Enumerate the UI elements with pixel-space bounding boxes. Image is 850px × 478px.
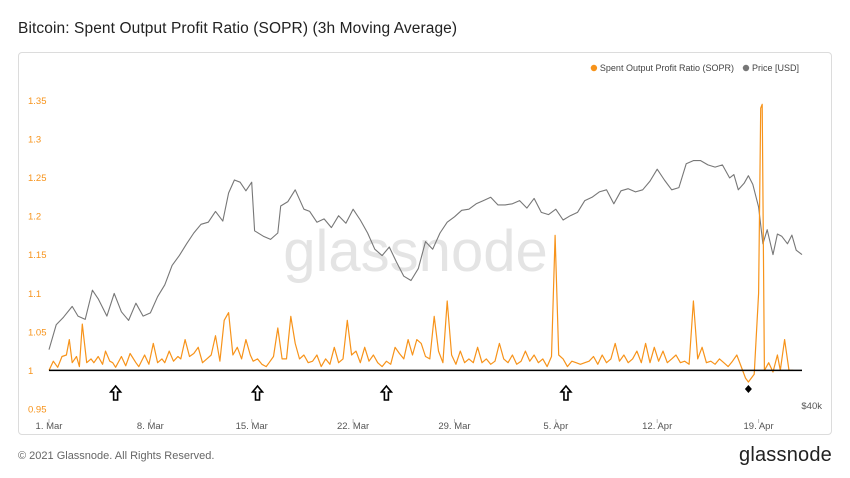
y-tick-label-left: 1.1 (28, 289, 41, 300)
y-tick-label-left: 1.2 (28, 212, 41, 223)
y-tick-label-left: 1.3 (28, 135, 41, 146)
x-tick-label: 5. Apr (543, 421, 568, 432)
copyright-text: © 2021 Glassnode. All Rights Reserved. (18, 450, 215, 462)
x-tick-label: 29. Mar (438, 421, 470, 432)
legend-label: Price [USD] (752, 63, 799, 73)
y-tick-label-left: 1.25 (28, 173, 47, 184)
annotation-arrow-up-icon (379, 384, 394, 401)
y-tick-label-left: 1 (28, 366, 33, 377)
y-tick-label-left: 1.15 (28, 250, 47, 261)
x-tick-label: 15. Mar (236, 421, 268, 432)
y-tick-label-left: 0.95 (28, 405, 47, 416)
sopr-series-line (48, 103, 794, 383)
y-tick-label-right: $40k (801, 401, 822, 412)
legend-marker (590, 64, 598, 72)
watermark: glassnode (283, 219, 547, 284)
chart-panel: glassnode 0.95 1 1.05 1.1 1.15 1.2 1.25 1.3 1.35 $… (18, 52, 832, 435)
annotation-arrow-up-icon (250, 384, 265, 401)
x-tick-label: 19. Apr (744, 421, 774, 432)
y-tick-label-left: 1.05 (28, 327, 47, 338)
x-tick-label: 22. Mar (337, 421, 369, 432)
legend-label: Spent Output Profit Ratio (SOPR) (600, 63, 734, 73)
sopr-chart: glassnode 0.95 1 1.05 1.1 1.15 1.2 1.25 1.3 1.35 $… (28, 63, 822, 432)
annotation-arrow-up-icon (108, 384, 123, 401)
x-tick-label: 8. Mar (137, 421, 164, 432)
glassnode-logo[interactable]: glassnode (739, 444, 832, 466)
price-series-line (48, 160, 803, 350)
y-tick-label-left: 1.35 (28, 96, 47, 107)
chart-title: Bitcoin: Spent Output Profit Ratio (SOPR… (18, 20, 458, 37)
x-tick-label: 1. Mar (36, 421, 63, 432)
annotation-dot-marker (744, 385, 752, 393)
legend-marker (742, 64, 750, 72)
annotation-arrow-up-icon (559, 384, 573, 401)
x-tick-label: 12. Apr (642, 421, 672, 432)
